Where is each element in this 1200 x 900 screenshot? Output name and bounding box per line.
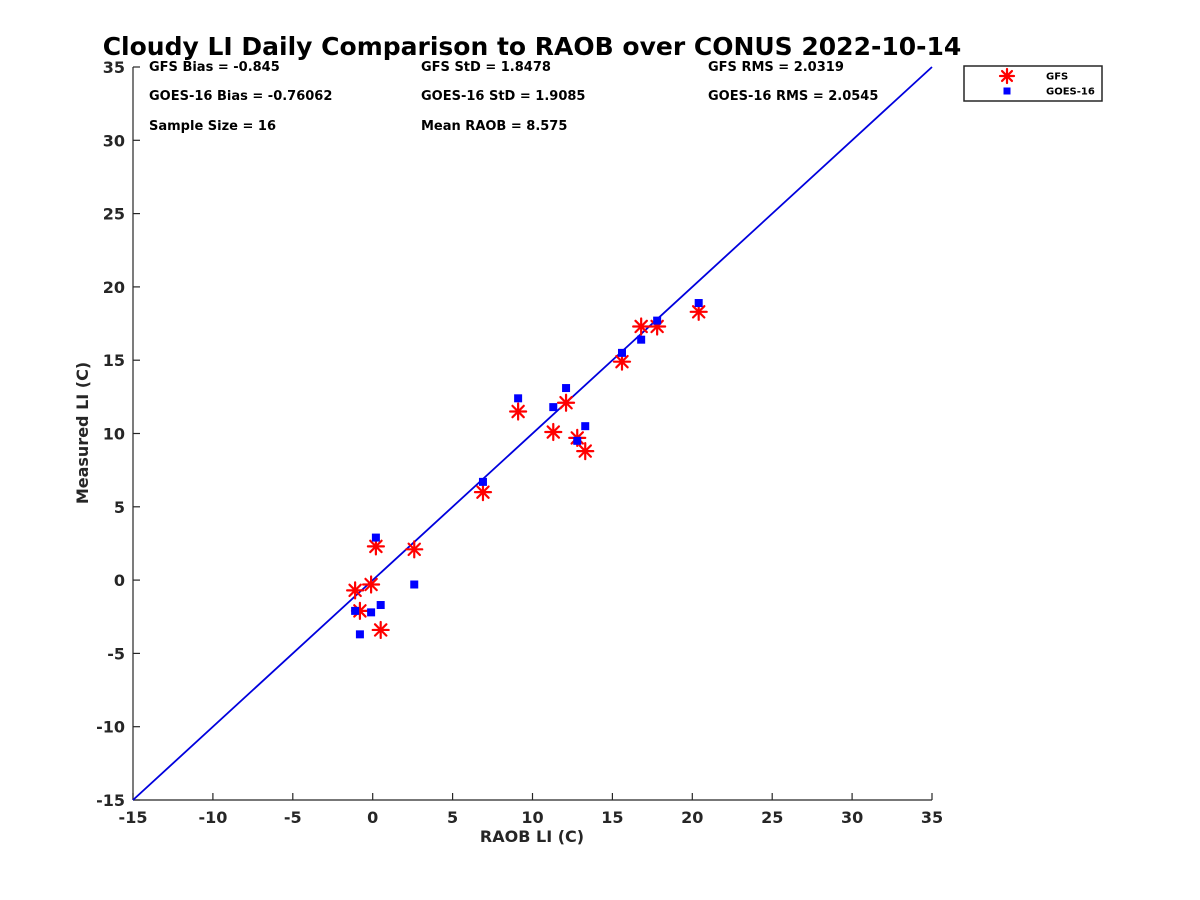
goes16-point	[573, 436, 582, 445]
gfs-point	[473, 483, 493, 502]
stat-annotation: GOES-16 RMS = 2.0545	[708, 89, 878, 104]
stat-annotation: GFS RMS = 2.0319	[708, 60, 844, 75]
legend-label: GOES-16	[1046, 87, 1095, 98]
goes16-point	[694, 299, 703, 308]
legend-gfs-marker	[998, 67, 1016, 85]
y-tick-label: 5	[114, 498, 125, 517]
y-axis-label: Measured LI (C)	[73, 362, 92, 504]
series-goes-16	[351, 299, 703, 639]
y-tick-label: 35	[103, 58, 125, 77]
x-tick-label: 10	[521, 808, 543, 827]
one-to-one-line	[132, 66, 933, 801]
x-tick-label: 0	[367, 808, 378, 827]
goes16-point	[355, 630, 364, 639]
y-tick-label: 25	[103, 205, 125, 224]
goes16-point	[637, 335, 646, 344]
legend-box	[963, 65, 1103, 102]
goes16-point	[367, 608, 376, 617]
x-tick-label: -5	[284, 808, 302, 827]
y-tick-label: -15	[96, 791, 125, 810]
gfs-point	[509, 402, 528, 421]
stat-annotation: GOES-16 StD = 1.9085	[421, 89, 585, 104]
x-tick-label: -10	[198, 808, 227, 827]
y-tick-label: 10	[103, 425, 125, 444]
chart-title: Cloudy LI Daily Comparison to RAOB over …	[103, 32, 962, 61]
series-gfs	[346, 302, 708, 640]
goes16-point	[371, 533, 380, 542]
stat-annotation: Mean RAOB = 8.575	[421, 119, 567, 134]
gfs-point	[576, 441, 595, 461]
stat-annotation: GFS Bias = -0.845	[149, 60, 280, 75]
x-tick-label: 15	[601, 808, 623, 827]
goes16-point	[514, 394, 523, 403]
y-tick-label: 20	[103, 278, 125, 297]
x-axis-label: RAOB LI (C)	[480, 827, 584, 846]
gfs-point	[612, 352, 632, 371]
goes16-point	[549, 403, 558, 412]
goes16-point	[376, 601, 385, 610]
goes16-point	[581, 422, 590, 431]
goes16-point	[478, 477, 487, 486]
gfs-point	[632, 317, 651, 336]
gfs-point	[405, 540, 424, 559]
gfs-point	[544, 422, 563, 442]
gfs-point	[366, 537, 385, 556]
gfs-point	[346, 581, 365, 600]
stat-annotation: Sample Size = 16	[149, 119, 276, 134]
legend-label: GFS	[1046, 72, 1068, 83]
goes16-point	[653, 316, 662, 325]
x-tick-label: 20	[681, 808, 703, 827]
gfs-point	[556, 393, 576, 412]
legend: GFS GOES-16	[963, 65, 1103, 102]
x-tick-label: 30	[841, 808, 863, 827]
y-tick-label: -10	[96, 718, 125, 737]
legend-goes16-marker	[1003, 87, 1011, 95]
y-tick-label: 0	[114, 571, 125, 590]
goes16-point	[617, 348, 626, 357]
x-tick-label: -15	[119, 808, 148, 827]
y-tick-label: 15	[103, 351, 125, 370]
x-tick-label: 5	[447, 808, 458, 827]
x-tick-label: 25	[761, 808, 783, 827]
goes16-point	[351, 606, 360, 615]
x-tick-label: 35	[921, 808, 943, 827]
stat-annotation: GFS StD = 1.8478	[421, 60, 551, 75]
y-tick-label: 30	[103, 131, 125, 150]
stat-annotation: GOES-16 Bias = -0.76062	[149, 89, 332, 104]
y-tick-label: -5	[107, 644, 125, 663]
plot-area: -15 -10 -5 0 5 10 15 20 25 30 35 -15 -10 -5 0 5 10 15 20 25…	[96, 58, 943, 827]
goes16-point	[562, 384, 571, 393]
gfs-point	[371, 620, 390, 640]
goes16-point	[410, 580, 419, 589]
gfs-point	[362, 575, 381, 594]
